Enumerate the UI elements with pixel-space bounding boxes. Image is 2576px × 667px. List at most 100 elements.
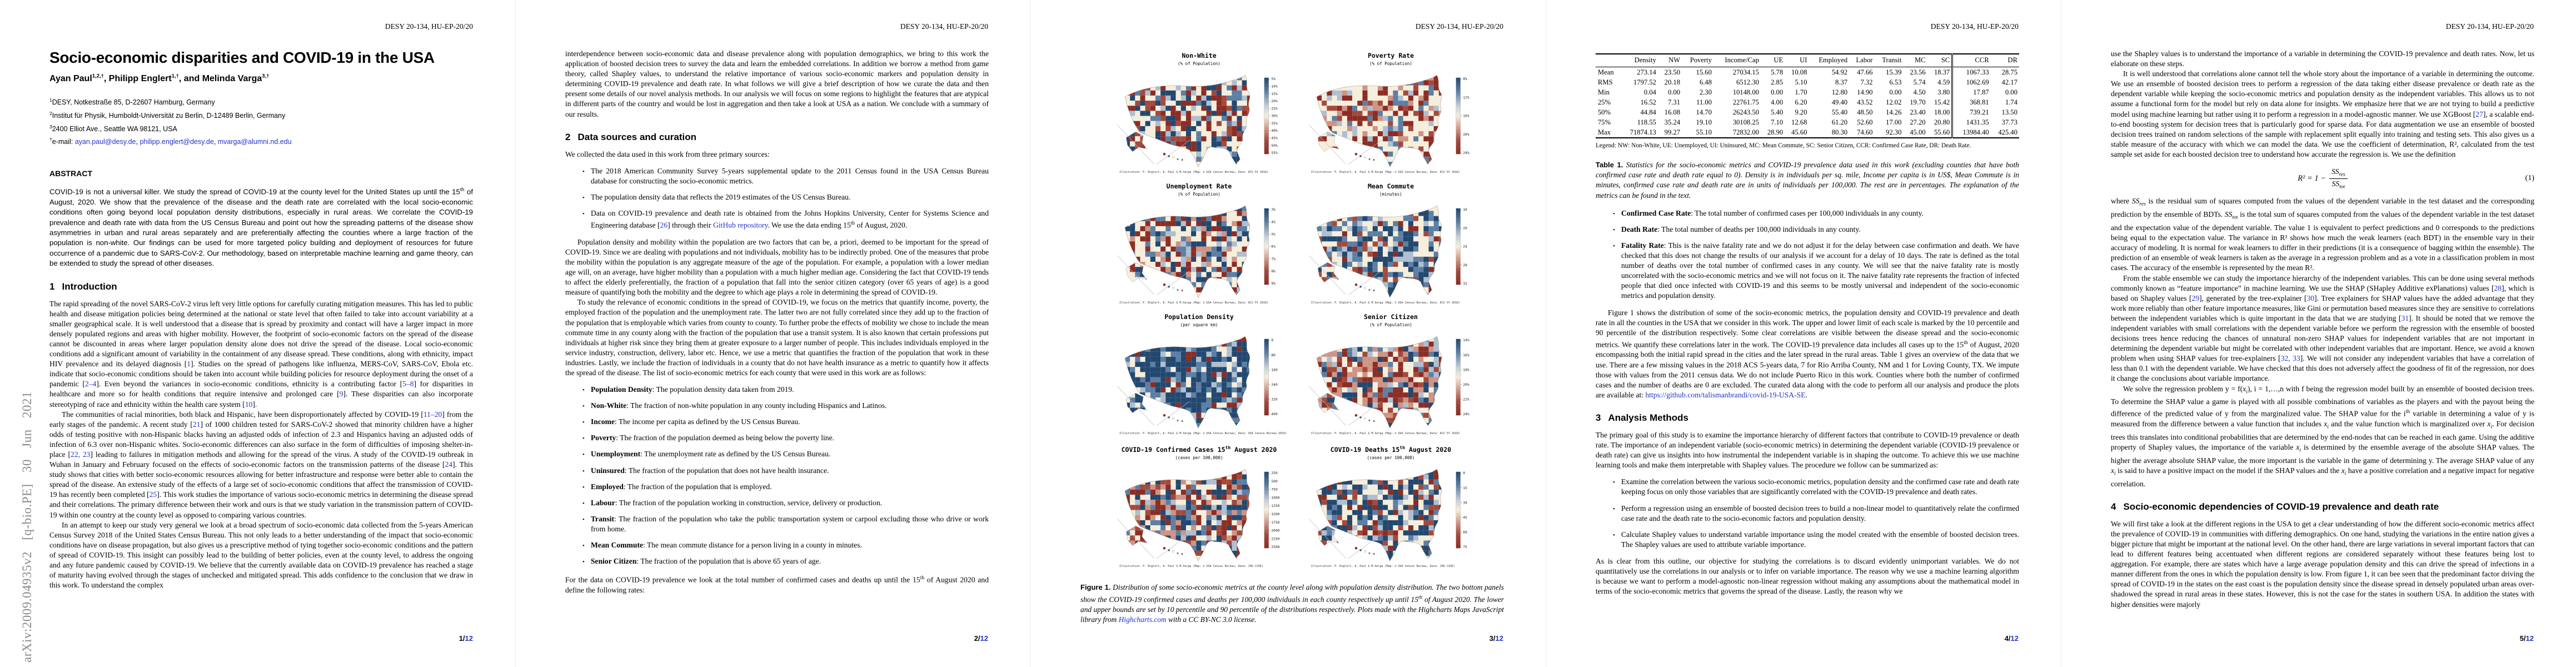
column-header: Transit <box>1874 54 1904 67</box>
column-header: SC <box>1927 54 1952 67</box>
list-item: Perform a regression using an ensemble o… <box>1613 504 2019 524</box>
svg-text:15%: 15% <box>1271 92 1278 96</box>
svg-text:14%: 14% <box>1463 339 1469 342</box>
column-header: CCR <box>1951 54 1991 67</box>
svg-text:1250: 1250 <box>1271 504 1279 508</box>
page-2: DESY 20-134, HU-EP-20/20 interdependence… <box>515 0 1030 667</box>
map-subtitle: (cases per 100,000) <box>1175 455 1223 460</box>
paragraph: For the data on COVID-19 prevalence we l… <box>565 575 989 594</box>
paragraph: In an attempt to keep our study very gen… <box>49 520 473 590</box>
svg-text:3%: 3% <box>1271 208 1275 212</box>
list-item: Labour: The fraction of the population w… <box>582 498 989 509</box>
statistics-table: Density NW Poverty Income/Cap UE UI Employed La… <box>1596 53 2019 138</box>
report-number: DESY 20-134, HU-EP-20/20 <box>385 22 473 31</box>
map-population-density: Population Density (per square km) 0 80 160 2… <box>1112 313 1287 435</box>
list-item: Data on COVID-19 prevalence and death ra… <box>582 208 989 231</box>
svg-text:18%: 18% <box>1463 368 1469 372</box>
map-title: Unemployment Rate <box>1166 182 1232 190</box>
rates-list: Confirmed Case Rate: The total number of… <box>1596 208 2019 301</box>
map-attribution: Illustration: P. Englert, A. Paul & M.Va… <box>1119 171 1268 174</box>
column-header: Labor <box>1849 54 1875 67</box>
link[interactable]: GitHub repository <box>713 221 768 230</box>
svg-text:24: 24 <box>1463 245 1467 249</box>
list-item: Population Density: The population densi… <box>582 385 989 395</box>
link[interactable]: https://github.com/talismanbrandi/covid-… <box>1645 390 1806 399</box>
us-choropleth: 14% 16% 18% 20% 22% 24% <box>1308 336 1469 429</box>
email-link[interactable]: mvarga@alumni.nd.edu <box>217 138 292 146</box>
svg-text:20%: 20% <box>1271 99 1278 103</box>
svg-text:28: 28 <box>1463 263 1467 267</box>
page-5: DESY 20-134, HU-EP-20/20 use the Shapley… <box>2061 0 2576 667</box>
email-link[interactable]: ayan.paul@desy.de <box>74 138 136 146</box>
svg-text:24%: 24% <box>1463 412 1469 416</box>
map-poverty-rate: Poverty Rate (% of Population) 8% 12% 16% 20%… <box>1303 52 1478 174</box>
page-3: DESY 20-134, HU-EP-20/20 Non-White (% of … <box>1030 0 1546 667</box>
map-colorbar <box>1456 208 1461 285</box>
equation-number: (1) <box>2525 174 2534 183</box>
introduction-body: The rapid spreading of the novel SARS-Co… <box>49 299 473 591</box>
figure-1-caption: Figure 1. Distribution of some socio-eco… <box>1080 583 1504 624</box>
map-attribution: Illustration: P. Englert, A. Paul & M.Va… <box>1311 564 1455 568</box>
paragraph: The rapid spreading of the novel SARS-Co… <box>49 299 473 409</box>
svg-text:16%: 16% <box>1463 354 1469 357</box>
figure-1-maps: Non-White (% of Population) 5% 10% 15% 20% 25%… <box>1112 52 1478 568</box>
map-attribution: Illustration: P. Englert, A. Paul & M.Va… <box>1311 301 1460 305</box>
us-choropleth: 5% 10% 15% 20% 25% 30% 35% 40% 45% 50% 55% <box>1117 74 1278 167</box>
map-attribution: Illustration: P. Englert, A. Paul & M.Va… <box>1119 432 1287 435</box>
svg-text:20%: 20% <box>1463 383 1469 387</box>
map-attribution: Illustration: P. Englert, A. Paul & M.Va… <box>1311 432 1460 435</box>
data-sources-list: The 2018 American Community Survey 5-yea… <box>565 166 989 231</box>
svg-text:5%: 5% <box>1271 77 1275 81</box>
list-item: Calculate Shapley values to understand v… <box>1613 530 2019 550</box>
list-item: The population density data that reflect… <box>582 192 989 203</box>
column-header: Density <box>1620 54 1658 67</box>
paragraph: It is well understood that correlations … <box>2111 69 2534 158</box>
svg-text:45: 45 <box>1463 516 1467 520</box>
bullet-list: Population Density: The population densi… <box>565 385 989 567</box>
paragraph: The primary goal of this study is to exa… <box>1596 430 2019 470</box>
list-item: Confirmed Case Rate: The total number of… <box>1613 208 2019 219</box>
paragraph: As is clear from this outline, our objec… <box>1596 556 2019 596</box>
report-number: DESY 20-134, HU-EP-20/20 <box>2445 22 2534 31</box>
list-item: The 2018 American Community Survey 5-yea… <box>582 166 989 186</box>
map-subtitle: (per square km) <box>1180 322 1218 327</box>
column-header <box>1596 54 1621 67</box>
map-senior-citizen: Senior Citizen (% of Population) 14% 16% 18%… <box>1303 313 1478 435</box>
page4-column: Density NW Poverty Income/Cap UE UI Employed La… <box>1596 49 2019 596</box>
svg-text:750: 750 <box>1271 488 1278 492</box>
svg-text:160: 160 <box>1271 368 1278 372</box>
page-number: 2/12 <box>974 634 988 643</box>
svg-text:16%: 16% <box>1463 115 1469 118</box>
map-non-white: Non-White (% of Population) 5% 10% 15% 20% 25%… <box>1112 52 1287 174</box>
svg-text:20: 20 <box>1463 226 1467 230</box>
map-colorbar <box>1264 471 1269 549</box>
map-attribution: Illustration: P. Englert, A. Paul & M.Va… <box>1119 564 1263 568</box>
svg-text:0: 0 <box>1271 339 1273 342</box>
svg-text:2000: 2000 <box>1271 529 1279 532</box>
page-number: 4/12 <box>2004 634 2019 643</box>
svg-text:12%: 12% <box>1463 96 1469 99</box>
map-title: Mean Commute <box>1367 182 1414 190</box>
page-number: 1/12 <box>459 634 473 643</box>
svg-text:5%: 5% <box>1271 232 1275 236</box>
link[interactable]: Highcharts.com <box>1118 615 1167 624</box>
svg-text:55%: 55% <box>1271 151 1278 155</box>
us-choropleth: 0 15 30 45 60 75 <box>1308 469 1467 561</box>
map-colorbar <box>1264 208 1269 285</box>
svg-text:24%: 24% <box>1463 151 1469 155</box>
email-link[interactable]: philipp.englert@desy.de <box>139 138 214 146</box>
paragraph: We solve the regression problem y = f(xi… <box>2111 384 2535 488</box>
affiliations: 1DESY, Notkestraße 85, D-22607 Hamburg, … <box>49 95 473 148</box>
report-number: DESY 20-134, HU-EP-20/20 <box>1415 22 1503 31</box>
table-row: RMS 1797.52 20.18 6.48 6512.30 2.85 5.10 8.37 7.… <box>1596 77 2019 87</box>
abstract-heading: ABSTRACT <box>49 168 92 178</box>
list-item: Examine the correlation between the vari… <box>1613 477 2019 497</box>
paragraph: interdependence between socio-economic d… <box>565 49 989 118</box>
column-header: DR <box>1990 54 2019 67</box>
table-row: 75% 118.55 35.24 19.10 30108.25 7.10 12.68 61.2… <box>1596 117 2019 127</box>
page-4: DESY 20-134, HU-EP-20/20 Density NW Povert… <box>1546 0 2061 667</box>
table-1-legend: Legend: NW: Non-White, UE: Unemployed, U… <box>1596 142 1971 149</box>
map-subtitle: (cases per 100,000) <box>1367 455 1415 460</box>
svg-text:30%: 30% <box>1271 115 1278 118</box>
